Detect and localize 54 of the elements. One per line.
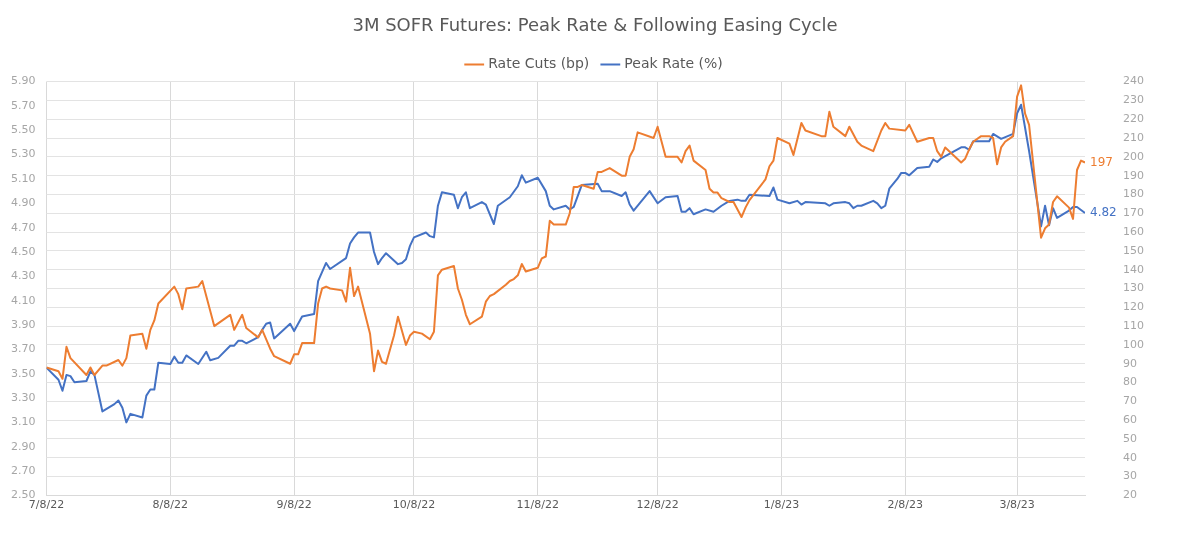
y-tick-label: 3.70 xyxy=(10,342,36,356)
y-tick-label: 3.90 xyxy=(10,317,36,331)
y-tick-label: 5.50 xyxy=(10,123,36,137)
y2-tick-label: 70 xyxy=(1123,394,1137,408)
y2-tick-label: 100 xyxy=(1123,337,1144,351)
y-tick-label: 4.50 xyxy=(10,244,36,258)
y-tick-label: 5.30 xyxy=(10,147,36,161)
y-tick-label: 4.10 xyxy=(10,293,36,307)
x-tick-label: 8/8/22 xyxy=(152,497,189,511)
y2-tick-label: 50 xyxy=(1123,431,1137,445)
y2-tick-label: 80 xyxy=(1123,375,1137,389)
x-tick-label: 1/8/23 xyxy=(763,497,800,511)
chart-title: 3M SOFR Futures: Peak Rate & Following Easing Cycle xyxy=(352,14,838,36)
y-tick-label: 3.10 xyxy=(10,415,36,429)
y2-tick-label: 230 xyxy=(1123,93,1144,107)
y2-tick-label: 190 xyxy=(1123,168,1144,182)
y2-tick-label: 130 xyxy=(1123,281,1144,295)
y-tick-label: 3.30 xyxy=(10,390,36,404)
y-tick-label: 2.70 xyxy=(10,463,36,477)
legend-label: Rate Cuts (bp) xyxy=(488,55,590,72)
y2-tick-label: 120 xyxy=(1123,300,1144,314)
y-tick-label: 3.50 xyxy=(10,366,36,380)
y2-tick-label: 200 xyxy=(1123,149,1144,163)
y2-tick-label: 40 xyxy=(1123,450,1137,464)
y-tick-label: 4.30 xyxy=(10,269,36,283)
y-tick-label: 5.70 xyxy=(10,98,36,112)
x-tick-label: 12/8/22 xyxy=(636,497,679,511)
y2-tick-label: 90 xyxy=(1123,356,1137,370)
data-label: 4.82 xyxy=(1090,205,1117,220)
y2-tick-label: 170 xyxy=(1123,206,1144,220)
x-tick-label: 11/8/22 xyxy=(516,497,559,511)
y-tick-label: 2.90 xyxy=(10,439,36,453)
y2-tick-label: 220 xyxy=(1123,112,1144,126)
y2-tick-label: 240 xyxy=(1123,74,1144,88)
y2-tick-label: 140 xyxy=(1123,262,1144,276)
x-tick-label: 2/8/23 xyxy=(887,497,923,511)
legend-label: Peak Rate (%) xyxy=(624,55,723,72)
y2-tick-label: 150 xyxy=(1123,243,1144,257)
y2-tick-label: 160 xyxy=(1123,224,1144,238)
y2-tick-label: 20 xyxy=(1123,488,1137,502)
y2-tick-label: 30 xyxy=(1123,469,1137,483)
y-tick-label: 5.10 xyxy=(10,171,36,185)
y-tick-label: 5.90 xyxy=(10,74,36,88)
y2-tick-label: 60 xyxy=(1123,413,1137,427)
y2-tick-label: 180 xyxy=(1123,187,1144,201)
y2-tick-label: 110 xyxy=(1123,318,1144,332)
data-label: 197 xyxy=(1090,154,1113,169)
x-tick-label: 3/8/23 xyxy=(999,497,1035,511)
x-tick-label: 7/8/22 xyxy=(28,497,65,511)
y-tick-label: 4.70 xyxy=(10,220,36,234)
y2-tick-label: 210 xyxy=(1123,130,1144,144)
x-tick-label: 10/8/22 xyxy=(392,497,436,511)
y-tick-label: 4.90 xyxy=(10,196,36,210)
x-tick-label: 9/8/22 xyxy=(276,497,312,511)
